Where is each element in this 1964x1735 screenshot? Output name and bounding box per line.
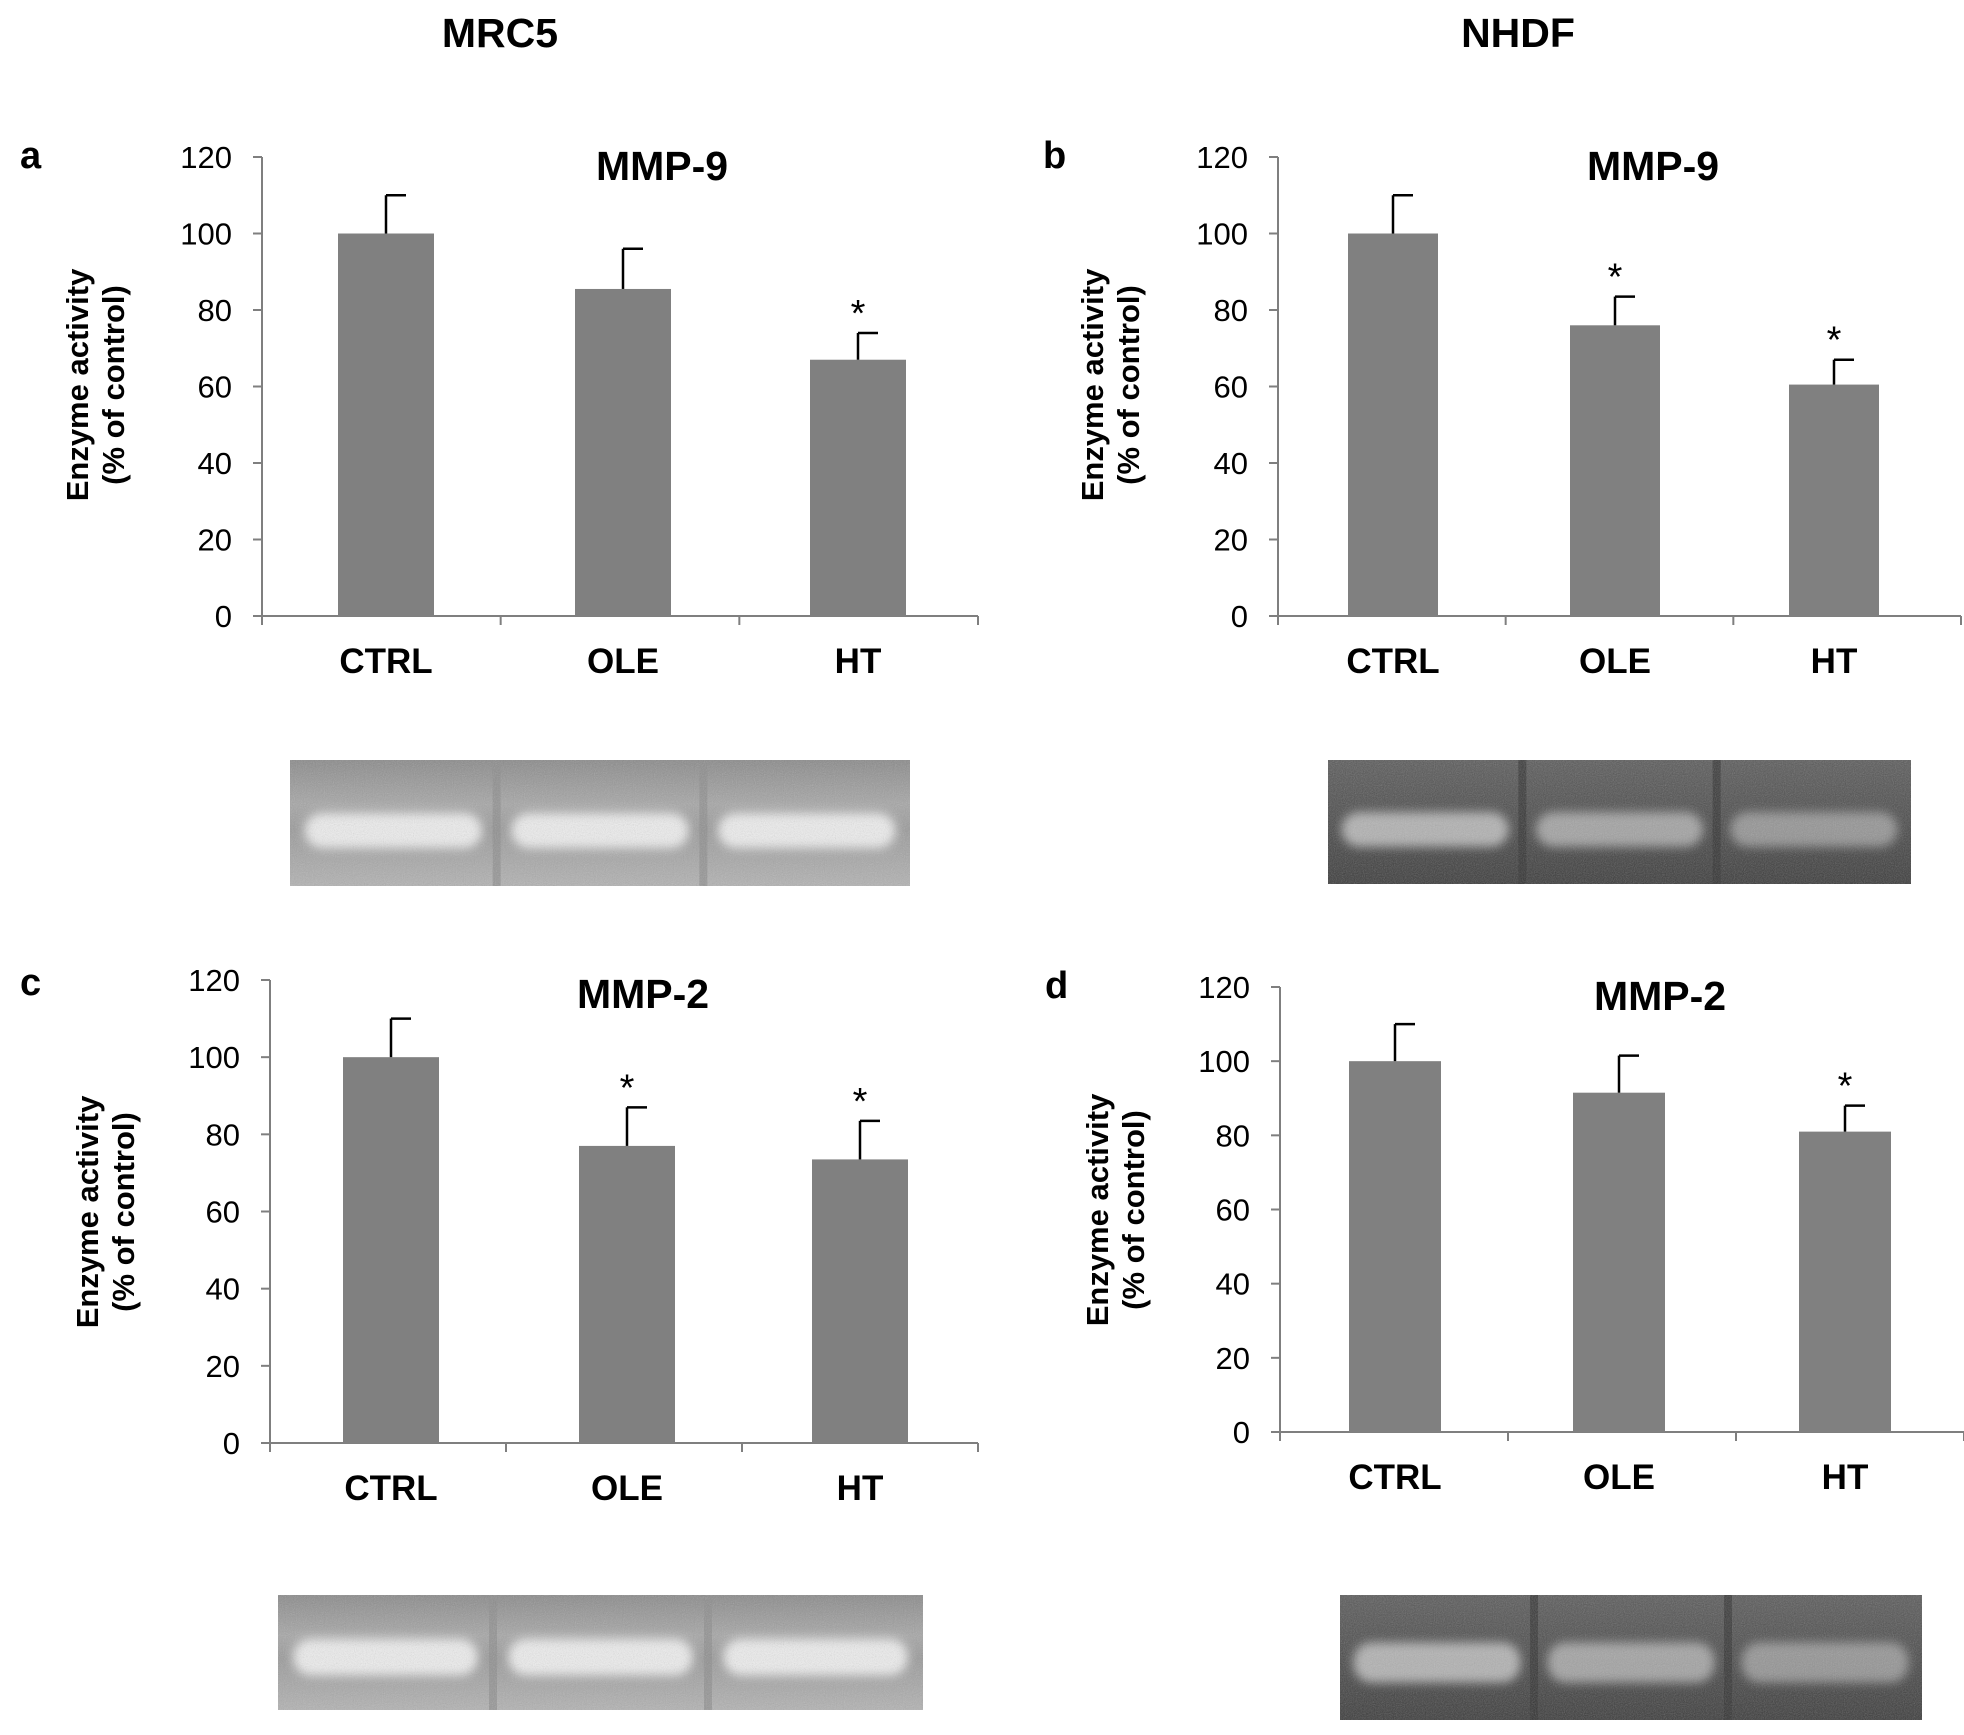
panel-d-significance-star-ht: * (1838, 1066, 1853, 1108)
panel-a-title: MMP-9 (596, 143, 728, 189)
panel-b-y-tick-label: 100 (1196, 217, 1248, 252)
panel-d-y-tick-label: 80 (1216, 1118, 1250, 1153)
panel-b-title: MMP-9 (1587, 143, 1719, 189)
panel-b-y-tick-label: 40 (1214, 446, 1248, 481)
panel-a-y-tick-label: 120 (180, 140, 232, 175)
panel-a-y-tick-label: 80 (198, 293, 232, 328)
panel-c-y-axis-label-line1: Enzyme activity (70, 1095, 105, 1328)
panel-b-x-tick-label-ht: HT (1811, 642, 1858, 681)
panel-b-bar-ht (1789, 384, 1879, 616)
panel-d-bar-ctrl (1349, 1061, 1441, 1432)
panel-d-title: MMP-2 (1594, 973, 1726, 1019)
panel-d-gel-image (1340, 1595, 1922, 1720)
panel-d-y-axis-label-line1: Enzyme activity (1080, 1093, 1115, 1326)
panel-d-y-tick-label: 100 (1198, 1044, 1250, 1079)
panel-c-bar-ht (812, 1159, 908, 1443)
panel-d-x-tick-label-ctrl: CTRL (1348, 1458, 1441, 1497)
panel-d-y-tick-label: 60 (1216, 1193, 1250, 1228)
panel-b-letter: b (1043, 135, 1066, 177)
panel-c-gel-image (278, 1595, 923, 1710)
panel-a-y-tick-label: 20 (198, 523, 232, 558)
panel-b-bar-ctrl (1348, 233, 1438, 616)
panel-d-y-tick-label: 40 (1216, 1267, 1250, 1302)
panel-c-bar-ctrl (343, 1057, 439, 1443)
panel-c-significance-star-ole: * (620, 1067, 635, 1109)
panel-a-gel-noise (290, 760, 910, 886)
panel-d-gel-noise (1340, 1595, 1922, 1720)
panel-d-y-tick-label: 120 (1198, 970, 1250, 1005)
panel-b-gel-noise (1328, 760, 1911, 884)
panel-a-x-tick-label-ctrl: CTRL (339, 642, 432, 681)
panel-a-y-axis-label-line2: (% of control) (96, 285, 131, 485)
panel-c-y-tick-label: 40 (206, 1272, 240, 1307)
panel-a-y-tick-label: 40 (198, 446, 232, 481)
panel-c: c MMP-2 Enzyme activity(% of control) 0 20 40… (20, 962, 979, 1710)
panel-b-x-tick-label-ctrl: CTRL (1346, 642, 1439, 681)
panel-c-y-tick-label: 20 (206, 1349, 240, 1384)
panel-c-x-tick-label-ht: HT (837, 1469, 884, 1508)
panel-c-y-tick-label: 80 (206, 1117, 240, 1152)
panel-a-gel-image (290, 760, 910, 886)
panel-d-x-tick-label-ht: HT (1822, 1458, 1869, 1497)
panel-d-y-tick-label: 0 (1233, 1415, 1250, 1450)
panel-c-x-tick-label-ctrl: CTRL (344, 1469, 437, 1508)
panel-a-y-axis-label: Enzyme activity(% of control) (60, 268, 131, 501)
panel-c-y-tick-label: 0 (223, 1426, 240, 1461)
panel-a-y-tick-label: 0 (215, 599, 232, 634)
panel-c-y-axis-label-line2: (% of control) (106, 1112, 141, 1312)
panel-c-y-axis-label: Enzyme activity(% of control) (70, 1095, 141, 1328)
panel-b-x-tick-label-ole: OLE (1579, 642, 1651, 681)
panel-d-bar-ole (1573, 1092, 1665, 1432)
panel-c-significance-star-ht: * (853, 1081, 868, 1123)
panel-a-y-tick-label: 100 (180, 217, 232, 252)
panel-c-title: MMP-2 (577, 971, 709, 1017)
panel-a-letter: a (20, 135, 42, 177)
panel-b-y-axis-label-line1: Enzyme activity (1075, 268, 1110, 501)
panel-a: a MMP-9 Enzyme activity(% of control) 0 20 40… (20, 135, 979, 886)
panel-b-y-tick-label: 120 (1196, 140, 1248, 175)
panel-b-gel-image (1328, 760, 1911, 884)
panel-c-y-tick-label: 100 (188, 1040, 240, 1075)
panel-b-y-axis-label-line2: (% of control) (1111, 285, 1146, 485)
panel-b-significance-star-ole: * (1608, 257, 1623, 299)
panel-d-bar-ht (1799, 1131, 1891, 1432)
panel-a-y-axis-label-line1: Enzyme activity (60, 268, 95, 501)
panel-a-significance-star-ht: * (851, 293, 866, 335)
panel-b-y-tick-label: 0 (1231, 599, 1248, 634)
panel-a-x-tick-label-ole: OLE (587, 642, 659, 681)
panel-c-y-tick-label: 60 (206, 1195, 240, 1230)
column-title-nhdf: NHDF (1461, 10, 1575, 56)
column-title-mrc5: MRC5 (442, 10, 558, 56)
panel-a-bar-ht (810, 359, 906, 616)
panel-a-bar-ctrl (338, 233, 434, 616)
panel-c-x-tick-label-ole: OLE (591, 1469, 663, 1508)
panel-b-y-tick-label: 80 (1214, 293, 1248, 328)
panel-d: d MMP-2 Enzyme activity(% of control) 0 20 40… (1045, 965, 1964, 1720)
panel-a-x-tick-label-ht: HT (835, 642, 882, 681)
panel-d-y-tick-label: 20 (1216, 1341, 1250, 1376)
panel-b: b MMP-9 Enzyme activity(% of control) 0 20 40… (1043, 135, 1962, 884)
panel-b-bar-ole (1570, 325, 1660, 616)
panel-d-y-axis-label: Enzyme activity(% of control) (1080, 1093, 1151, 1326)
panel-c-y-tick-label: 120 (188, 963, 240, 998)
panel-c-gel-noise (278, 1595, 923, 1710)
panel-b-y-tick-label: 20 (1214, 523, 1248, 558)
panel-c-letter: c (20, 962, 41, 1004)
panel-b-significance-star-ht: * (1827, 320, 1842, 362)
panel-b-y-tick-label: 60 (1214, 370, 1248, 405)
panel-b-y-axis-label: Enzyme activity(% of control) (1075, 268, 1146, 501)
panel-d-x-tick-label-ole: OLE (1583, 1458, 1655, 1497)
panel-d-letter: d (1045, 965, 1068, 1007)
panel-a-y-tick-label: 60 (198, 370, 232, 405)
panel-c-bar-ole (579, 1145, 675, 1443)
panel-d-y-axis-label-line2: (% of control) (1116, 1110, 1151, 1310)
panel-a-bar-ole (575, 288, 671, 616)
